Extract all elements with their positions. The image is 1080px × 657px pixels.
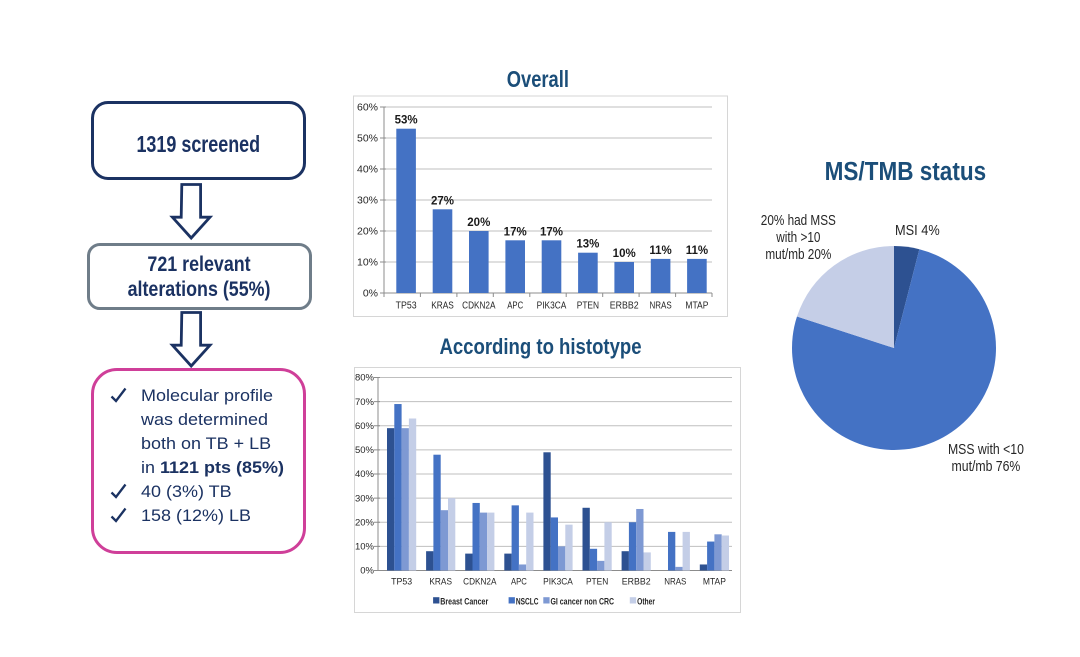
- svg-text:60%: 60%: [357, 102, 378, 114]
- svg-text:PTEN: PTEN: [586, 576, 608, 587]
- svg-text:17%: 17%: [504, 226, 527, 238]
- svg-text:50%: 50%: [355, 445, 375, 456]
- svg-text:NRAS: NRAS: [664, 576, 686, 587]
- svg-text:11%: 11%: [649, 245, 671, 257]
- svg-text:70%: 70%: [355, 397, 375, 408]
- svg-text:KRAS: KRAS: [431, 301, 454, 312]
- svg-text:13%: 13%: [576, 239, 599, 251]
- svg-text:40%: 40%: [357, 164, 378, 176]
- svg-text:40%: 40%: [355, 469, 375, 480]
- svg-text:MTAP: MTAP: [685, 301, 708, 312]
- svg-text:TP53: TP53: [396, 301, 417, 312]
- svg-text:20%: 20%: [467, 217, 490, 229]
- svg-text:20%: 20%: [357, 226, 378, 238]
- svg-text:NSCLC: NSCLC: [516, 597, 539, 608]
- svg-text:80%: 80%: [355, 373, 375, 384]
- svg-text:ERBB2: ERBB2: [622, 576, 651, 587]
- svg-text:10%: 10%: [355, 542, 375, 553]
- svg-text:APC: APC: [507, 301, 523, 312]
- svg-text:30%: 30%: [355, 493, 375, 504]
- svg-text:27%: 27%: [431, 195, 454, 207]
- svg-text:CDKN2A: CDKN2A: [462, 301, 496, 312]
- svg-text:17%: 17%: [540, 226, 563, 238]
- svg-text:MTAP: MTAP: [703, 576, 726, 587]
- svg-text:53%: 53%: [395, 115, 418, 127]
- svg-text:ERBB2: ERBB2: [610, 301, 639, 312]
- svg-text:APC: APC: [511, 576, 527, 587]
- svg-text:50%: 50%: [357, 133, 378, 145]
- svg-text:11%: 11%: [686, 245, 708, 257]
- svg-text:10%: 10%: [613, 248, 636, 260]
- svg-text:10%: 10%: [357, 257, 378, 269]
- svg-text:30%: 30%: [357, 195, 378, 207]
- svg-text:PTEN: PTEN: [577, 301, 599, 312]
- svg-text:CDKN2A: CDKN2A: [463, 576, 497, 587]
- svg-text:20%: 20%: [355, 517, 375, 528]
- svg-text:Breast Cancer: Breast Cancer: [440, 597, 488, 608]
- svg-text:GI cancer non CRC: GI cancer non CRC: [551, 597, 615, 608]
- svg-text:60%: 60%: [355, 421, 375, 432]
- svg-text:0%: 0%: [360, 566, 374, 577]
- svg-text:0%: 0%: [363, 288, 378, 300]
- svg-text:KRAS: KRAS: [429, 576, 452, 587]
- svg-text:PIK3CA: PIK3CA: [543, 576, 573, 587]
- svg-text:NRAS: NRAS: [650, 301, 672, 312]
- svg-text:PIK3CA: PIK3CA: [537, 301, 567, 312]
- svg-text:Other: Other: [637, 597, 655, 608]
- svg-text:TP53: TP53: [391, 576, 412, 587]
